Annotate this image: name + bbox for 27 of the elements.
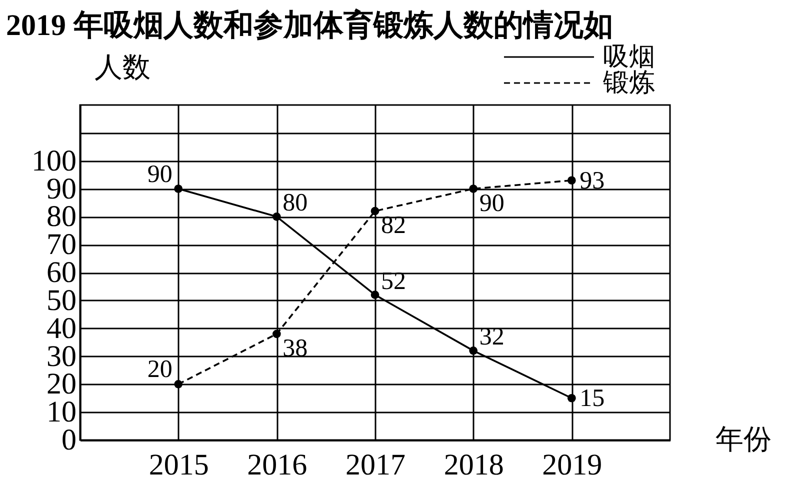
x-tick-label: 2017 xyxy=(346,448,406,482)
point xyxy=(272,330,281,338)
point xyxy=(469,346,478,355)
legend-label: 吸烟 xyxy=(603,42,655,71)
data-label: 38 xyxy=(282,334,308,362)
x-tick-label: 2015 xyxy=(148,448,209,482)
point xyxy=(469,184,478,193)
data-label: 90 xyxy=(147,160,172,188)
point xyxy=(174,184,183,193)
point xyxy=(174,380,183,388)
data-label: 80 xyxy=(282,190,308,217)
data-label: 93 xyxy=(580,167,605,194)
x-axis-title: 年份 xyxy=(716,424,772,456)
data-label: 90 xyxy=(479,190,504,217)
point xyxy=(370,290,380,300)
x-tick-label: 2016 xyxy=(247,448,308,482)
data-label: 20 xyxy=(147,356,172,384)
point xyxy=(567,176,576,185)
point xyxy=(567,394,576,402)
x-tick-label: 2019 xyxy=(542,448,602,482)
y-axis-title: 人数 xyxy=(94,52,150,84)
x-tick-label: 2018 xyxy=(444,448,504,482)
chart-title: 2019 年吸烟人数和参加体育锻炼人数的情况如 xyxy=(6,8,614,42)
legend-label: 锻炼 xyxy=(602,68,655,97)
data-label: 15 xyxy=(580,385,605,412)
point xyxy=(370,206,380,216)
point xyxy=(272,212,281,221)
